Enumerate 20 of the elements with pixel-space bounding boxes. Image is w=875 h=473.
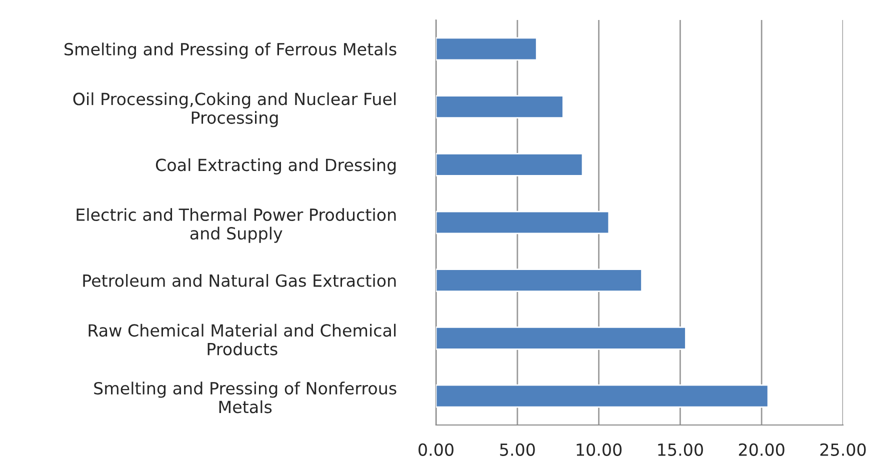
- bar: [436, 95, 564, 118]
- bar: [436, 37, 538, 61]
- x-tick-label: 10.00: [576, 443, 622, 456]
- y-tick-label: Smelting and Pressing of Ferrous Metals: [64, 42, 396, 59]
- x-tick-label: 20.00: [738, 443, 784, 456]
- y-tick-label: Electric and Thermal Power Production and Supply: [76, 208, 396, 243]
- bar: [436, 326, 686, 350]
- y-tick-label: Smelting and Pressing of Nonferrous Metals: [94, 382, 396, 414]
- y-tick-label: Petroleum and Natural Gas Extraction: [83, 274, 396, 287]
- x-tick-label: 15.00: [658, 443, 703, 456]
- x-tick-label: 25.00: [820, 443, 866, 456]
- x-tick-label: 0.00: [418, 443, 454, 456]
- y-tick-label: Coal Extracting and Dressing: [156, 158, 396, 174]
- bar: [436, 152, 584, 176]
- y-tick-label: Oil Processing,Coking and Nuclear Fuel Processing: [73, 92, 396, 128]
- bar: [436, 268, 642, 292]
- y-tick-label: Raw Chemical Material and Chemical Products: [88, 324, 396, 356]
- x-tick-label: 5.00: [500, 443, 535, 456]
- bar: [436, 210, 610, 234]
- bar: [436, 384, 769, 408]
